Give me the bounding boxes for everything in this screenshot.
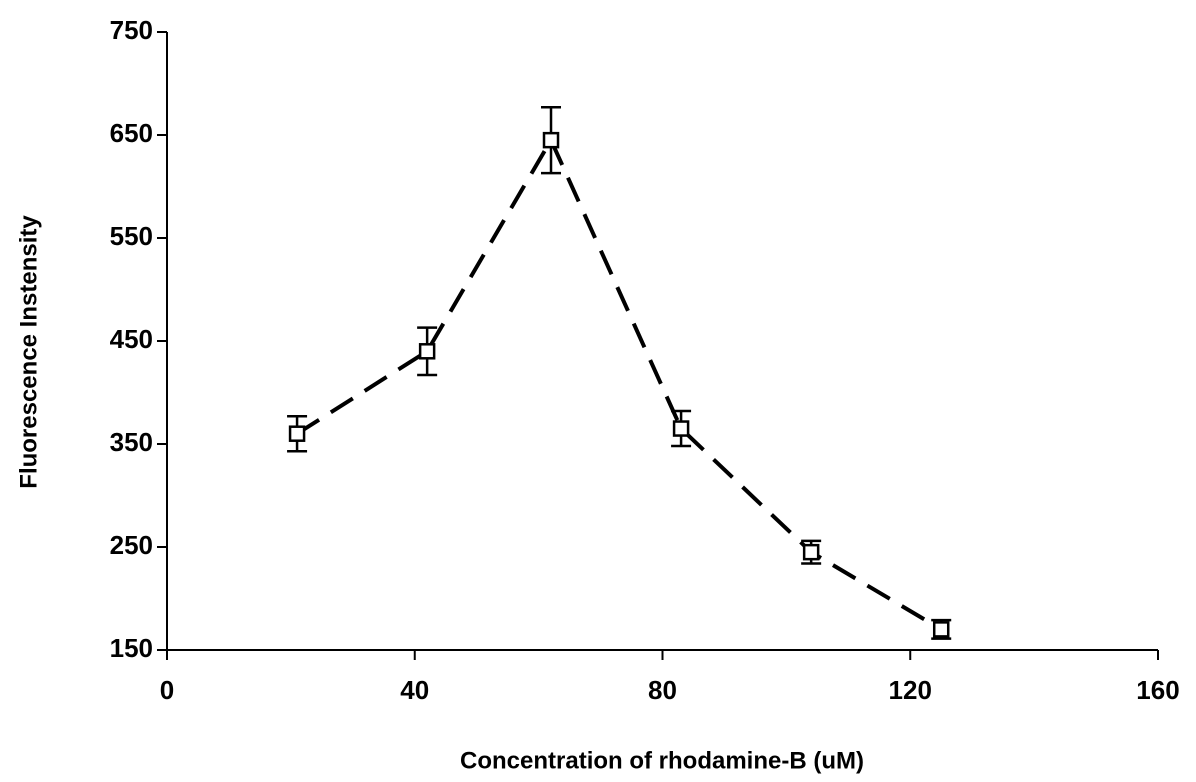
x-axis-label: Concentration of rhodamine-B (uM) — [460, 747, 864, 774]
y-tick-label: 350 — [110, 427, 153, 457]
y-tick-label: 550 — [110, 221, 153, 251]
data-marker — [932, 621, 950, 638]
x-tick-label: 120 — [889, 675, 932, 705]
data-marker — [288, 425, 306, 442]
data-line — [295, 135, 943, 632]
y-axis-label: Fluorescence Instensity — [15, 215, 42, 489]
y-tick-label: 150 — [110, 633, 153, 663]
x-tick-label: 40 — [400, 675, 429, 705]
x-tick-label: 80 — [648, 675, 677, 705]
data-marker — [802, 543, 820, 561]
y-tick-label: 250 — [110, 530, 153, 560]
data-marker — [542, 131, 560, 149]
y-tick-label: 750 — [110, 15, 153, 45]
y-tick-label: 650 — [110, 118, 153, 148]
data-marker — [672, 420, 690, 437]
x-tick-label: 0 — [160, 675, 174, 705]
x-tick-label: 160 — [1136, 675, 1179, 705]
data-marker — [418, 343, 436, 360]
y-tick-label: 450 — [110, 324, 153, 354]
